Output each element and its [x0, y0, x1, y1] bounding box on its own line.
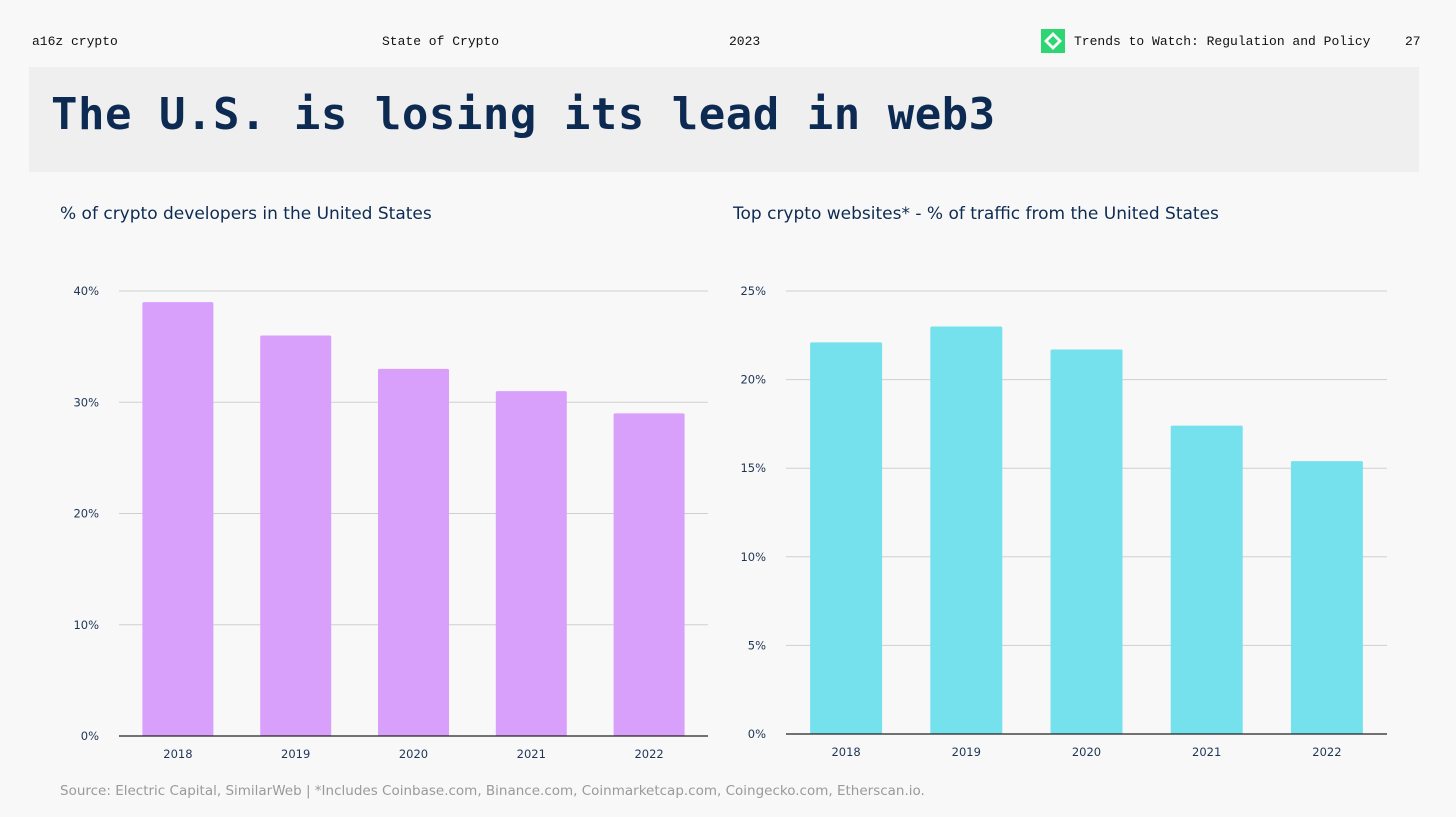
- traffic-bar-2019: [930, 326, 1003, 734]
- report-label: State of Crypto: [382, 34, 500, 49]
- section-label: Trends to Watch: Regulation and Policy: [1074, 34, 1371, 49]
- developers-xtick-label: 2022: [634, 747, 663, 761]
- year-label: 2023: [729, 34, 761, 49]
- traffic-bar-chart: 0% 5% 10% 15% 20% 25% 2018 2019 2020 2021 2022: [740, 284, 1387, 759]
- page-title: The U.S. is losing its lead in web3: [51, 89, 996, 140]
- developers-xtick-label: 2021: [517, 747, 546, 761]
- developers-ytick-label: 30%: [73, 395, 99, 409]
- page-number: 27: [1405, 34, 1421, 49]
- brand-label: a16z crypto: [32, 34, 118, 49]
- traffic-xtick-label: 2022: [1312, 745, 1341, 759]
- developers-bar-chart: 0% 10% 20% 30% 40% 2018 2019 2020 2021 2022: [73, 284, 708, 761]
- developers-ytick-label: 10%: [73, 618, 99, 632]
- traffic-bar-2018: [810, 342, 883, 734]
- diamond-logo-icon: [1041, 29, 1065, 53]
- developers-ytick-label: 20%: [73, 507, 99, 521]
- traffic-ytick-label: 5%: [748, 638, 766, 652]
- developers-ytick-label: 0%: [81, 729, 99, 743]
- developers-ytick-label: 40%: [73, 284, 99, 298]
- developers-bar-2021: [495, 391, 567, 736]
- traffic-ytick-label: 15%: [740, 461, 766, 475]
- traffic-ytick-label: 10%: [740, 550, 766, 564]
- traffic-bar-2021: [1170, 425, 1243, 734]
- traffic-xtick-label: 2018: [831, 745, 860, 759]
- traffic-ytick-label: 25%: [740, 284, 766, 298]
- traffic-bar-2022: [1290, 461, 1363, 734]
- traffic-ytick-label: 20%: [740, 373, 766, 387]
- title-band: The U.S. is losing its lead in web3: [29, 67, 1419, 172]
- developers-xtick-label: 2020: [399, 747, 428, 761]
- traffic-xtick-label: 2021: [1192, 745, 1221, 759]
- traffic-ytick-label: 0%: [748, 727, 766, 741]
- source-footnote: Source: Electric Capital, SimilarWeb | *…: [60, 783, 925, 799]
- traffic-xtick-label: 2020: [1072, 745, 1101, 759]
- developers-bar-2019: [260, 335, 332, 736]
- developers-bar-2022: [613, 413, 685, 736]
- traffic-xtick-label: 2019: [952, 745, 981, 759]
- traffic-bar-2020: [1050, 349, 1123, 734]
- developers-bar-2018: [142, 302, 214, 736]
- left-chart-title: % of crypto developers in the United Sta…: [60, 204, 432, 224]
- developers-xtick-label: 2018: [163, 747, 192, 761]
- right-chart-title: Top crypto websites* - % of traffic from…: [733, 204, 1219, 224]
- developers-xtick-label: 2019: [281, 747, 310, 761]
- developers-bar-2020: [378, 368, 449, 736]
